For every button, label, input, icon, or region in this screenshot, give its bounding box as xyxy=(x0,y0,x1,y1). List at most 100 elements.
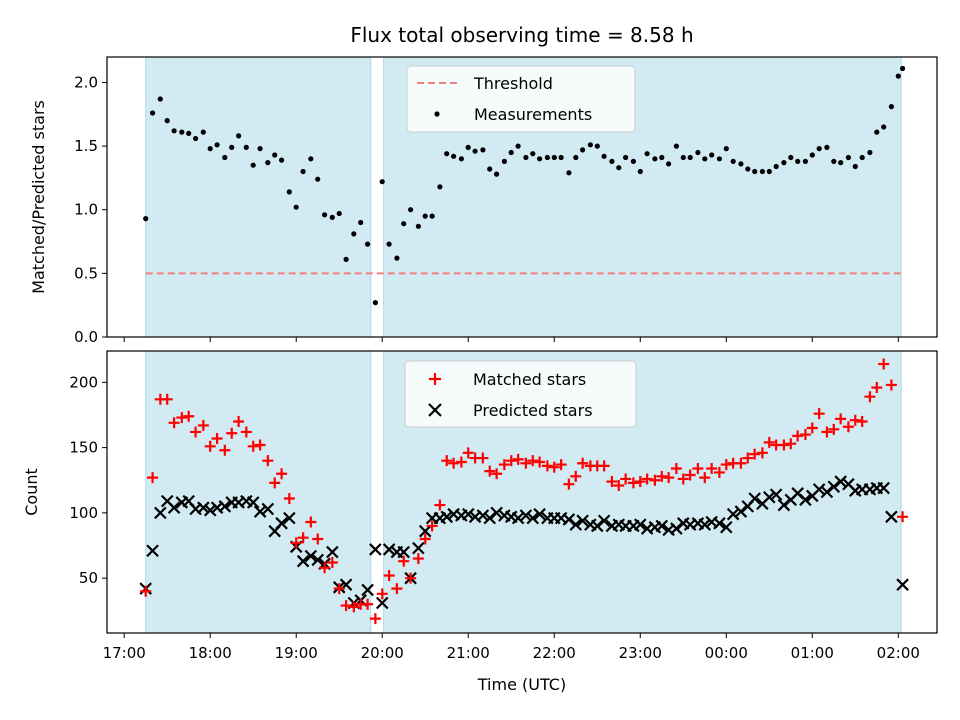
observing-window-0 xyxy=(145,56,372,338)
matched-star-point xyxy=(376,588,388,600)
measurement-point xyxy=(594,143,600,149)
matched-star-point xyxy=(484,465,496,477)
legend-matched-label: Matched stars xyxy=(473,370,586,389)
matched-star-point xyxy=(713,466,725,478)
bottom-plot-panel: 50 100 150 200 17:00 18:00 19:00 20:00 21:00 22:… xyxy=(22,350,938,694)
matched-star-point xyxy=(362,598,374,610)
matched-star-point xyxy=(742,452,754,464)
predicted-star-point xyxy=(885,510,898,524)
measurement-point xyxy=(838,160,844,166)
matched-star-point xyxy=(606,476,618,488)
matched-star-point xyxy=(677,473,689,485)
measurement-point xyxy=(394,255,400,261)
predicted-star-point xyxy=(375,596,389,610)
measurement-point xyxy=(695,149,701,156)
measurement-point xyxy=(272,152,278,158)
predicted-star-point xyxy=(763,490,776,504)
matched-star-point xyxy=(505,455,517,467)
measurement-point xyxy=(308,156,314,162)
measurement-point xyxy=(752,168,758,175)
measurement-point xyxy=(315,176,321,182)
measurement-point xyxy=(222,154,228,161)
measurement-point xyxy=(537,156,543,162)
predicted-star-point xyxy=(698,518,712,531)
matched-star-point xyxy=(333,583,345,595)
measurement-point xyxy=(888,104,895,110)
measurement-point xyxy=(379,179,385,185)
measurement-point xyxy=(179,129,185,135)
predicted-star-point xyxy=(326,545,339,559)
matched-star-point xyxy=(835,413,847,425)
matched-star-point xyxy=(448,457,460,469)
matched-star-point xyxy=(871,382,883,394)
matched-star-point xyxy=(491,468,503,480)
x-tick-label: 22:00 xyxy=(533,644,576,662)
top-y-tick-label: 0.5 xyxy=(74,264,98,282)
matched-star-point xyxy=(534,456,546,468)
measurement-point xyxy=(523,154,529,161)
matched-star-point xyxy=(641,473,653,485)
predicted-star-point xyxy=(877,481,890,495)
measurement-point xyxy=(229,144,235,150)
measurement-point xyxy=(587,142,594,148)
measurement-point xyxy=(214,142,220,148)
predicted-star-point xyxy=(812,483,826,496)
matched-star-point xyxy=(763,436,775,448)
measurement-point xyxy=(444,151,450,157)
measurement-point xyxy=(458,156,464,162)
measurement-point xyxy=(351,231,357,237)
predicted-star-point xyxy=(820,485,834,499)
predicted-star-point xyxy=(218,500,232,513)
matched-star-point xyxy=(813,408,825,420)
predicted-star-point xyxy=(590,519,604,533)
matched-star-point xyxy=(897,511,909,523)
matched-star-point xyxy=(699,472,711,484)
matched-star-point xyxy=(541,460,553,472)
matched-star-point xyxy=(864,391,876,403)
measurement-point xyxy=(143,216,149,222)
measurement-point xyxy=(802,158,809,164)
measurement-point xyxy=(859,154,865,161)
matched-star-point xyxy=(627,477,639,489)
measurement-point xyxy=(652,156,658,162)
predicted-star-point xyxy=(476,509,490,522)
matched-star-point xyxy=(512,453,524,465)
legend-measurements-label: Measurements xyxy=(474,105,592,124)
top-x-tick-marks xyxy=(123,337,899,342)
measurement-point xyxy=(465,144,471,150)
matched-star-point xyxy=(283,493,295,505)
measurement-point xyxy=(852,163,858,170)
matched-star-point xyxy=(269,477,281,489)
predicted-star-point xyxy=(203,504,217,517)
measurement-point xyxy=(157,96,163,102)
matched-star-point xyxy=(749,448,761,460)
matched-star-point xyxy=(383,570,395,582)
predicted-star-point xyxy=(461,507,475,521)
measurement-point xyxy=(702,156,708,162)
predicted-star-point xyxy=(253,505,267,518)
bottom-y-axis-label: Count xyxy=(22,468,41,516)
predicted-star-point xyxy=(511,511,525,525)
predicted-star-point xyxy=(734,505,748,518)
matched-star-point xyxy=(412,553,424,565)
measurement-point xyxy=(895,73,901,79)
measurement-point xyxy=(881,124,887,130)
predicted-star-point xyxy=(655,519,669,533)
measurement-point xyxy=(687,154,693,161)
measurement-point xyxy=(243,144,249,150)
bottom-y-tick-label: 200 xyxy=(69,373,98,391)
measurement-point xyxy=(494,171,500,177)
measurement-point xyxy=(644,151,650,157)
matched-star-point xyxy=(305,516,317,528)
measurement-point xyxy=(766,168,772,175)
measurement-point xyxy=(150,110,156,116)
measurement-point xyxy=(171,128,177,134)
top-y-tick-label: 1.0 xyxy=(74,201,98,219)
predicted-star-point xyxy=(146,544,159,558)
matched-star-point xyxy=(240,426,252,438)
predicted-star-point xyxy=(304,549,318,563)
predicted-star-point xyxy=(490,506,503,520)
predicted-star-point xyxy=(896,578,909,591)
matched-star-point xyxy=(649,474,661,486)
